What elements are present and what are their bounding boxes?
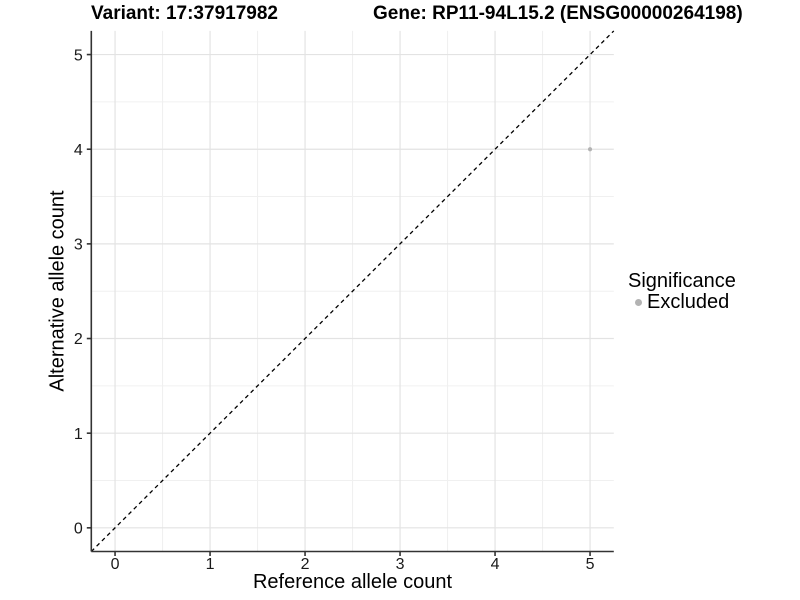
y-tick-label: 2 <box>74 331 83 348</box>
y-tick-label: 1 <box>74 426 83 443</box>
legend-title: Significance <box>628 270 736 292</box>
excluded-point-marker-icon <box>635 298 642 306</box>
x-tick-label: 1 <box>206 556 215 573</box>
y-tick-label: 0 <box>74 521 83 538</box>
legend-entry-label: Excluded <box>647 290 730 313</box>
x-axis-title: Reference allele count <box>252 571 452 593</box>
y-tick-label: 4 <box>74 142 83 159</box>
x-tick-label: 3 <box>396 556 405 573</box>
x-tick-label: 5 <box>586 556 595 573</box>
identity-dashed-line <box>90 30 615 552</box>
x-tick-label: 0 <box>111 556 120 573</box>
legend-entry-excluded: Excluded <box>628 290 736 313</box>
y-tick-label: 5 <box>74 47 83 64</box>
x-tick-label: 4 <box>491 556 500 573</box>
variant-title: Variant: 17:37917982 <box>91 3 278 24</box>
x-tick-label: 2 <box>301 556 310 573</box>
gene-title: Gene: RP11-94L15.2 (ENSG00000264198) <box>373 3 743 24</box>
y-axis-title: Alternative allele count <box>46 190 69 392</box>
data-point <box>587 147 593 152</box>
legend: Significance Excluded <box>628 270 736 313</box>
y-tick-label: 3 <box>74 237 83 254</box>
